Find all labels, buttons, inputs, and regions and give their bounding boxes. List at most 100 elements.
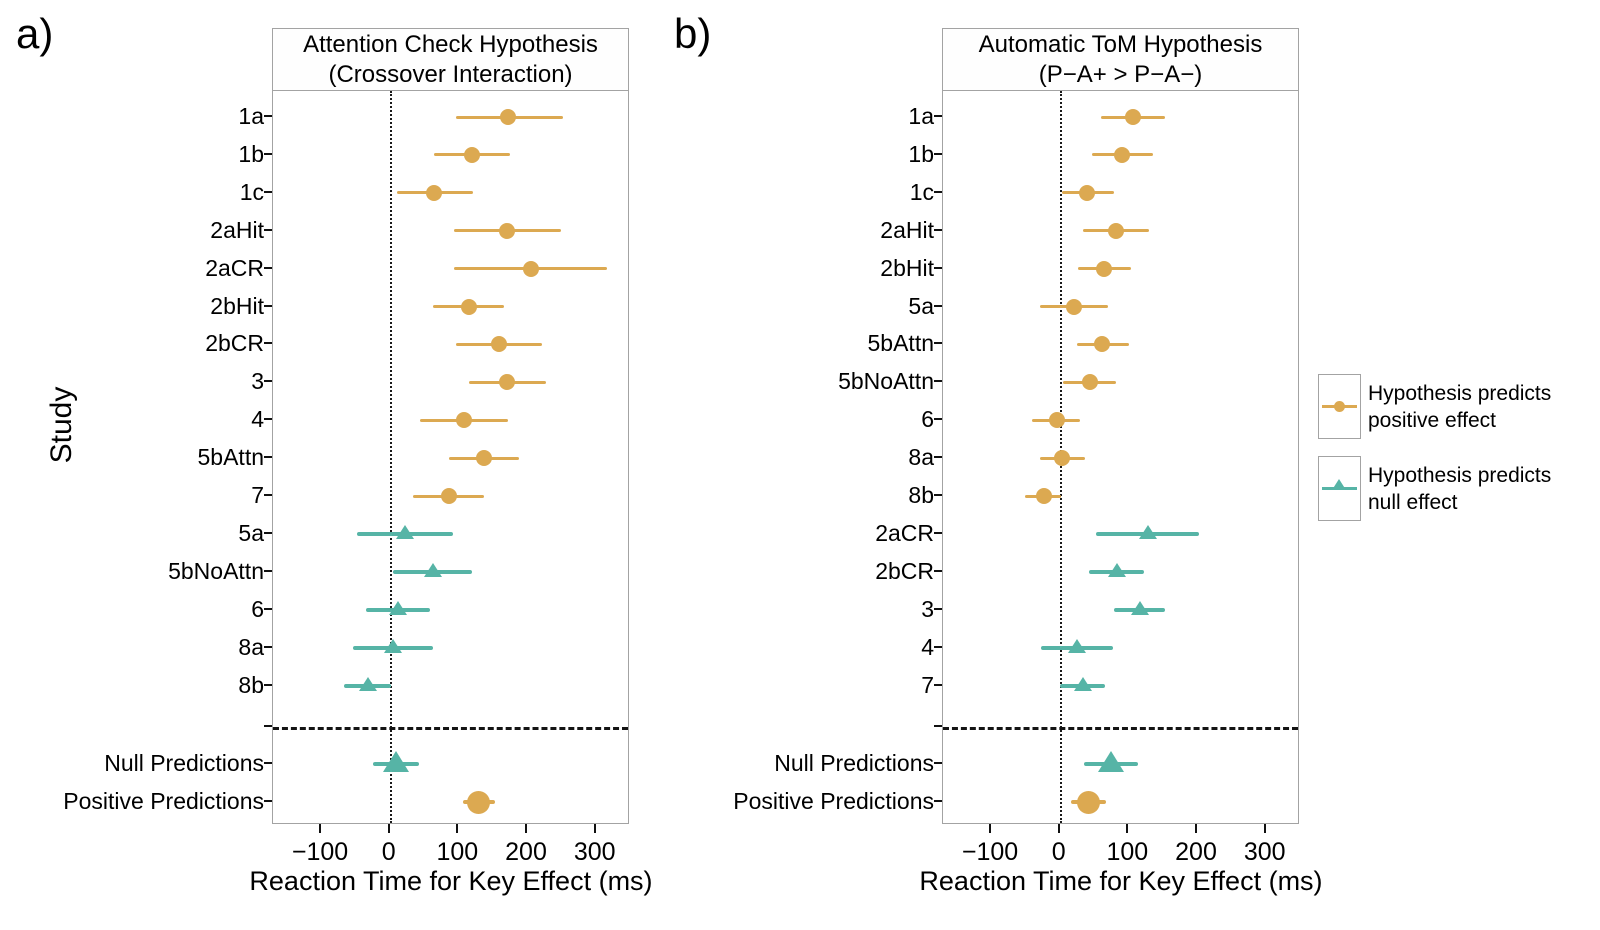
null-triangle-icon: [1332, 479, 1346, 490]
x-tick: [1263, 824, 1266, 833]
x-tick: [456, 824, 459, 833]
study-label-5bnoattn: 5bNoAttn: [838, 368, 934, 395]
x-tick-label: 0: [381, 838, 396, 866]
point-3: [499, 374, 516, 391]
x-tick-label: 300: [573, 838, 616, 866]
y-tick: [264, 607, 272, 610]
legend-line-null: [1322, 479, 1357, 490]
point-2ahit: [499, 222, 516, 239]
y-tick-separator: [264, 725, 272, 727]
y-tick: [934, 456, 942, 459]
point-1c: [426, 184, 443, 201]
y-tick: [264, 342, 272, 345]
point-4: [1067, 638, 1086, 653]
panel-b-y-axis-labels: 1a 1b 1c 2aHit 2bHit 5a 5bAttn 5bNoAttn 6 8a 8b 2aC…: [690, 0, 942, 930]
summary-separator-line: [273, 727, 628, 730]
study-label-5bnoattn: 5bNoAttn: [168, 557, 264, 584]
y-tick: [934, 607, 942, 610]
study-label-2bhit: 2bHit: [210, 292, 264, 319]
legend-label-positive-line1: Hypothesis predicts: [1368, 381, 1552, 405]
study-label-2acr: 2aCR: [205, 254, 264, 281]
point-1a: [500, 109, 517, 125]
x-tick: [1195, 824, 1198, 833]
point-positive-predictions: [1077, 790, 1101, 814]
study-label-2bcr: 2bCR: [875, 557, 934, 584]
study-label-positive-predictions: Positive Predictions: [733, 788, 934, 814]
point-6: [388, 600, 407, 615]
study-label-2ahit: 2aHit: [210, 216, 264, 243]
legend-key-null: [1318, 456, 1361, 521]
y-tick: [934, 152, 942, 155]
y-tick: [264, 645, 272, 648]
point-2bhit: [460, 298, 477, 315]
y-tick: [264, 762, 272, 764]
point-5battn: [1094, 336, 1111, 353]
y-tick: [264, 228, 272, 231]
study-label-2ahit: 2aHit: [880, 216, 934, 243]
x-tick-label: 100: [1106, 838, 1149, 866]
point-2acr: [1139, 524, 1158, 539]
x-tick-label: 200: [1175, 838, 1217, 866]
y-tick: [934, 645, 942, 648]
y-tick: [264, 304, 272, 307]
legend-label-null: Hypothesis predicts null effect: [1368, 462, 1551, 516]
y-tick: [264, 456, 272, 459]
study-label-1c: 1c: [909, 178, 934, 205]
study-label-null-predictions: Null Predictions: [104, 750, 264, 776]
panel-a-x-axis: −100 0 100 200 300: [272, 824, 629, 884]
point-6: [1048, 412, 1065, 429]
y-tick: [264, 800, 272, 802]
x-tick-label: 300: [1243, 838, 1286, 866]
y-tick: [934, 683, 942, 686]
x-tick: [387, 824, 390, 833]
y-tick: [934, 342, 942, 345]
point-5a: [395, 524, 414, 539]
point-4: [455, 412, 472, 429]
y-tick: [264, 190, 272, 193]
y-tick: [934, 569, 942, 572]
point-8a: [1054, 450, 1071, 467]
zero-reference-line: [389, 91, 392, 823]
panel-b-title-strip: Automatic ToM Hypothesis (P−A+ > P−A−): [942, 28, 1299, 91]
y-tick: [934, 304, 942, 307]
study-label-1b: 1b: [908, 140, 934, 167]
point-5battn: [476, 450, 493, 467]
legend-label-null-line2: null effect: [1368, 490, 1458, 514]
point-2bcr: [490, 336, 507, 353]
point-1a: [1125, 109, 1142, 125]
legend-item-null: Hypothesis predicts null effect: [1318, 456, 1551, 521]
panel-b-letter: b): [674, 10, 712, 57]
y-tick: [264, 683, 272, 686]
y-tick: [934, 266, 942, 269]
y-tick: [264, 115, 272, 117]
x-tick: [1057, 824, 1060, 833]
x-tick-label: −100: [291, 838, 349, 866]
point-2acr: [523, 260, 540, 277]
point-8a: [384, 638, 403, 653]
point-1b: [464, 146, 481, 163]
y-tick: [934, 800, 942, 802]
legend-label-null-line1: Hypothesis predicts: [1368, 463, 1552, 487]
study-label-5a: 5a: [238, 519, 264, 546]
y-tick: [934, 418, 942, 421]
panel-b-x-axis: −100 0 100 200 300: [942, 824, 1299, 884]
point-3: [1131, 600, 1150, 615]
study-label-8a: 8a: [908, 444, 934, 471]
study-label-8b: 8b: [908, 482, 934, 508]
y-tick: [934, 190, 942, 193]
study-label-positive-predictions: Positive Predictions: [63, 788, 264, 814]
y-tick: [934, 115, 942, 117]
point-7: [1074, 676, 1093, 691]
study-label-2bcr: 2bCR: [205, 330, 264, 357]
point-null-predictions: [1097, 751, 1124, 772]
y-tick: [934, 380, 942, 383]
point-2ahit: [1108, 222, 1124, 239]
point-2bhit: [1096, 260, 1113, 277]
y-tick: [264, 380, 272, 383]
panel-a-y-axis-labels: 1a 1b 1c 2aHit 2aCR 2bHit 2bCR 3 4 5bAttn 7 5a 5bNoA…: [20, 0, 272, 930]
point-5a: [1066, 298, 1083, 315]
positive-circle-icon: [1334, 401, 1345, 412]
legend-line-positive: [1322, 401, 1357, 412]
panel-b-x-axis-title: Reaction Time for Key Effect (ms): [919, 866, 1323, 896]
panel-a-title-line2: (Crossover Interaction): [328, 61, 573, 88]
